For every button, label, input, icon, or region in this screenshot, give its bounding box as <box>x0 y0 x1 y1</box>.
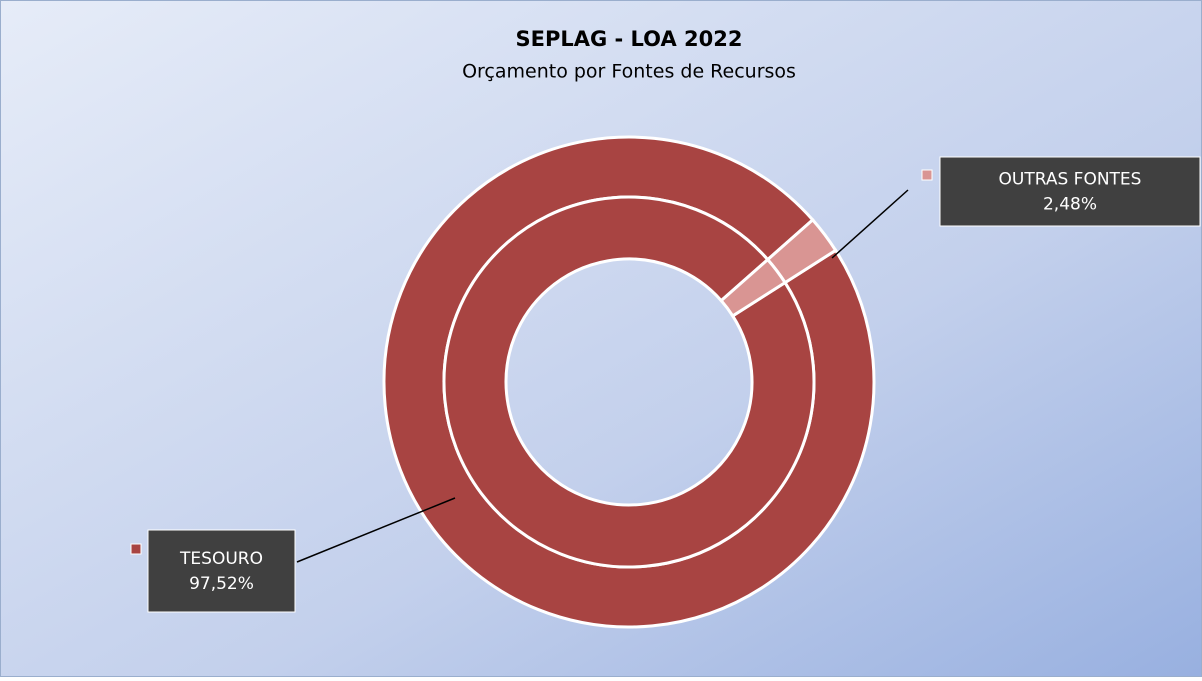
legend-key <box>921 169 933 181</box>
chart-subtitle: Orçamento por Fontes de Recursos <box>462 61 796 83</box>
label-box <box>147 529 296 613</box>
label-box <box>939 156 1201 227</box>
value-label: 2,48% <box>1043 195 1097 215</box>
leader-line <box>831 189 909 259</box>
legend-key <box>130 543 142 555</box>
donut-slice <box>442 195 816 569</box>
category-label: OUTRAS FONTES <box>999 170 1142 190</box>
category-label: TESOURO <box>179 549 263 569</box>
donut-slice <box>719 257 788 318</box>
chart-title: SEPLAG - LOA 2022 <box>515 27 742 51</box>
leader-line <box>296 497 456 563</box>
value-label: 97,52% <box>189 574 254 594</box>
